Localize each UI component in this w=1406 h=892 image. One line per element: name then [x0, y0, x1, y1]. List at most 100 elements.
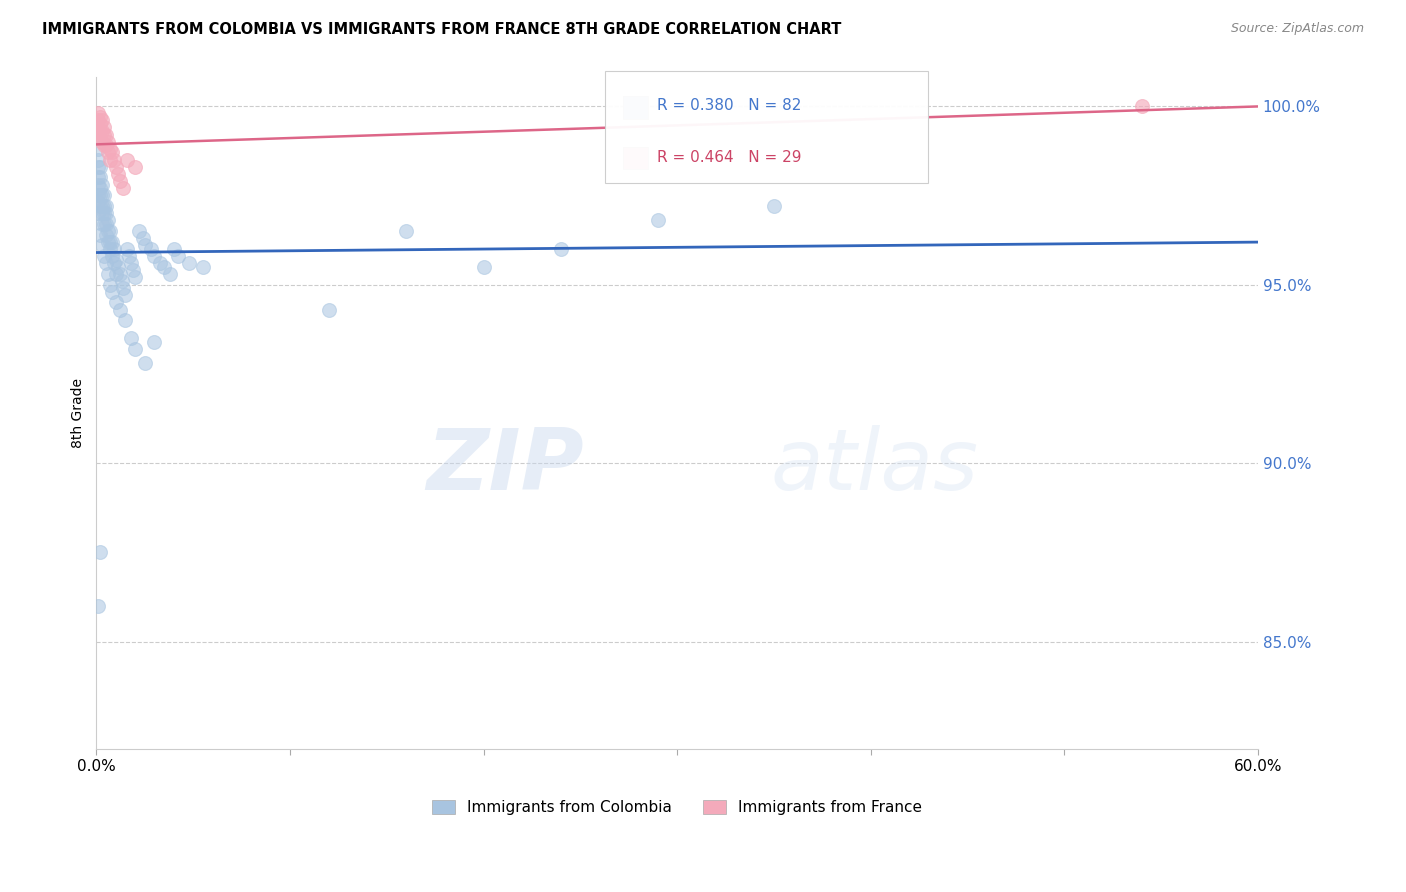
Point — [89, 188, 111, 202]
Point — [110, 274, 132, 288]
Point — [98, 277, 121, 292]
Point — [87, 160, 110, 174]
Point — [89, 181, 111, 195]
Point — [166, 249, 188, 263]
Text: Source: ZipAtlas.com: Source: ZipAtlas.com — [1230, 22, 1364, 36]
Point — [89, 110, 111, 124]
Point — [101, 145, 124, 160]
Point — [97, 135, 120, 149]
Point — [104, 252, 127, 267]
Point — [91, 135, 114, 149]
Point — [91, 199, 114, 213]
Point — [139, 242, 162, 256]
Point — [87, 178, 110, 192]
Point — [104, 295, 127, 310]
Point — [647, 213, 669, 227]
Point — [97, 213, 120, 227]
Point — [94, 128, 117, 142]
Point — [89, 160, 111, 174]
Point — [87, 195, 110, 210]
Point — [101, 249, 124, 263]
Point — [163, 242, 186, 256]
Point — [91, 188, 114, 202]
Point — [122, 263, 145, 277]
Point — [132, 231, 155, 245]
Point — [124, 160, 146, 174]
Point — [107, 167, 129, 181]
Point — [94, 138, 117, 153]
Point — [114, 313, 136, 327]
Point — [104, 160, 127, 174]
Point — [89, 199, 111, 213]
Point — [89, 545, 111, 559]
Point — [128, 224, 150, 238]
Point — [94, 227, 117, 242]
Point — [87, 599, 110, 613]
Point — [550, 242, 572, 256]
Point — [118, 249, 141, 263]
Point — [117, 153, 139, 167]
Point — [134, 356, 156, 370]
Point — [94, 206, 117, 220]
Point — [93, 138, 115, 153]
Point — [101, 285, 124, 299]
Point — [318, 302, 340, 317]
Point — [143, 249, 166, 263]
Point — [97, 224, 120, 238]
Point — [93, 217, 115, 231]
Point — [179, 256, 201, 270]
Point — [762, 199, 785, 213]
Point — [87, 153, 110, 167]
Point — [91, 124, 114, 138]
Point — [112, 181, 135, 195]
Point — [87, 128, 110, 142]
Point — [159, 267, 181, 281]
Point — [87, 106, 110, 120]
Point — [87, 142, 110, 156]
Text: atlas: atlas — [770, 425, 979, 508]
Point — [108, 267, 131, 281]
Point — [93, 128, 115, 142]
Point — [87, 120, 110, 135]
Point — [89, 227, 111, 242]
Point — [87, 170, 110, 185]
Point — [89, 124, 111, 138]
Point — [87, 188, 110, 202]
Legend: Immigrants from Colombia, Immigrants from France: Immigrants from Colombia, Immigrants fro… — [426, 794, 928, 822]
Point — [98, 224, 121, 238]
Point — [1130, 99, 1153, 113]
Point — [87, 113, 110, 128]
Point — [153, 260, 176, 274]
Point — [134, 238, 156, 252]
Point — [149, 256, 172, 270]
Point — [98, 153, 121, 167]
Point — [101, 235, 124, 249]
Point — [395, 224, 418, 238]
Point — [112, 281, 135, 295]
Text: IMMIGRANTS FROM COLOMBIA VS IMMIGRANTS FROM FRANCE 8TH GRADE CORRELATION CHART: IMMIGRANTS FROM COLOMBIA VS IMMIGRANTS F… — [42, 22, 842, 37]
Point — [97, 235, 120, 249]
Point — [91, 206, 114, 220]
Point — [91, 238, 114, 252]
Point — [143, 334, 166, 349]
Point — [108, 174, 131, 188]
Point — [91, 217, 114, 231]
Point — [91, 178, 114, 192]
Point — [93, 199, 115, 213]
Text: R = 0.380   N = 82: R = 0.380 N = 82 — [657, 98, 801, 112]
Y-axis label: 8th Grade: 8th Grade — [72, 378, 86, 448]
Point — [91, 113, 114, 128]
Point — [117, 242, 139, 256]
Point — [120, 331, 142, 345]
Point — [103, 256, 125, 270]
Text: ZIP: ZIP — [426, 425, 583, 508]
Point — [124, 342, 146, 356]
Point — [191, 260, 214, 274]
Point — [114, 288, 136, 302]
Point — [93, 120, 115, 135]
Point — [472, 260, 495, 274]
Point — [93, 206, 115, 220]
Point — [120, 256, 142, 270]
Point — [98, 242, 121, 256]
Text: R = 0.464   N = 29: R = 0.464 N = 29 — [657, 151, 801, 165]
